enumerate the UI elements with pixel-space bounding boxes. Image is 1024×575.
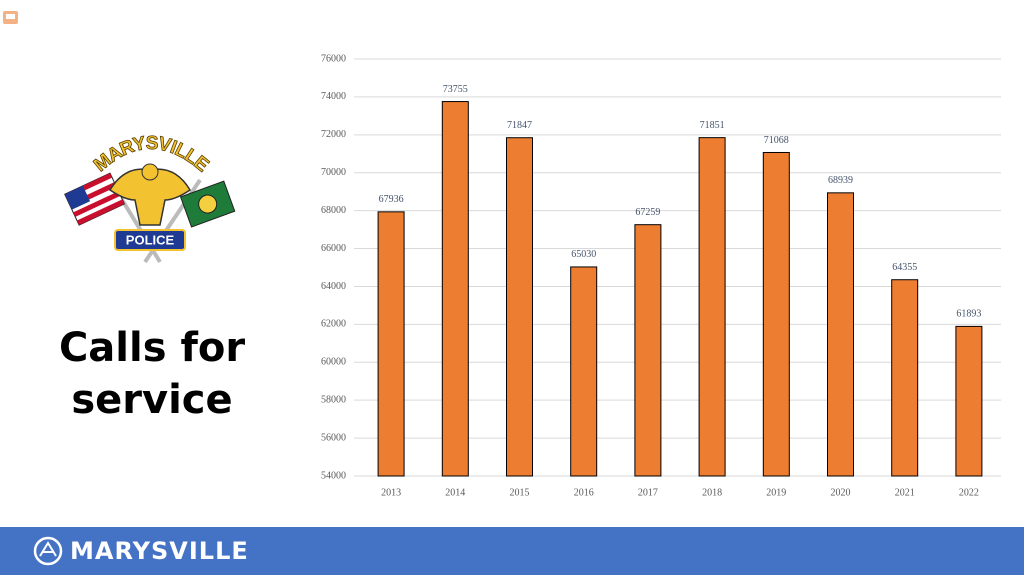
bar [377, 211, 405, 477]
bar [698, 137, 726, 477]
footer-icon [33, 536, 63, 566]
y-tick-label: 56000 [321, 432, 346, 443]
value-label: 65030 [571, 249, 596, 260]
x-tick-label: 2015 [510, 487, 530, 498]
x-tick-label: 2019 [766, 487, 786, 498]
y-tick-label: 58000 [321, 394, 346, 405]
logo-bottom-text: POLICE [126, 232, 175, 247]
bar-chart: 54000 56000 58000 60000 62000 64000 66000 68000… [321, 53, 1001, 498]
y-tick-label: 64000 [321, 281, 346, 292]
eagle-head [141, 163, 159, 181]
y-tick-label: 68000 [321, 205, 346, 216]
value-label: 68939 [828, 175, 853, 186]
value-label: 71851 [700, 120, 725, 131]
y-tick-label: 60000 [321, 357, 346, 368]
bar [441, 101, 469, 477]
bar [506, 137, 533, 477]
bar [634, 224, 662, 477]
footer-bar [0, 527, 1024, 575]
y-tick-label: 62000 [321, 319, 346, 330]
x-tick-label: 2014 [445, 487, 465, 498]
value-label: 73755 [443, 84, 468, 95]
x-tick-label: 2016 [574, 487, 594, 498]
y-tick-label: 72000 [321, 129, 346, 140]
y-tick-label: 70000 [321, 167, 346, 178]
value-label: 67936 [379, 194, 404, 205]
comment-icon-inner [6, 14, 15, 19]
bar [891, 279, 919, 477]
y-tick-label: 76000 [321, 53, 346, 64]
bar [570, 266, 598, 477]
footer-brand: MARYSVILLE [70, 537, 249, 565]
x-tick-label: 2018 [702, 487, 722, 498]
bar [762, 151, 790, 477]
x-tick-label: 2021 [895, 487, 915, 498]
state-flag [179, 180, 236, 228]
eagle [108, 168, 192, 226]
y-tick-label: 66000 [321, 243, 346, 254]
x-tick-label: 2017 [638, 487, 658, 498]
bar [955, 325, 983, 477]
value-label: 67259 [635, 207, 660, 218]
x-tick-label: 2020 [831, 487, 851, 498]
logo-banner [114, 229, 186, 251]
y-tick-label: 74000 [321, 91, 346, 102]
value-label: 71068 [764, 135, 789, 146]
slide-heading: Calls for [59, 325, 245, 371]
value-label: 61893 [956, 309, 981, 320]
x-tick-label: 2013 [381, 487, 401, 498]
slide-heading: service [71, 377, 232, 423]
us-flag [64, 172, 126, 226]
bar [827, 192, 854, 477]
footer-icon-tree [39, 541, 57, 557]
y-tick-label: 54000 [321, 470, 346, 481]
value-label: 71847 [507, 120, 532, 131]
value-label: 64355 [892, 262, 917, 273]
police-logo: POLICE MARYSVILLE [64, 132, 236, 264]
x-tick-label: 2022 [959, 487, 979, 498]
